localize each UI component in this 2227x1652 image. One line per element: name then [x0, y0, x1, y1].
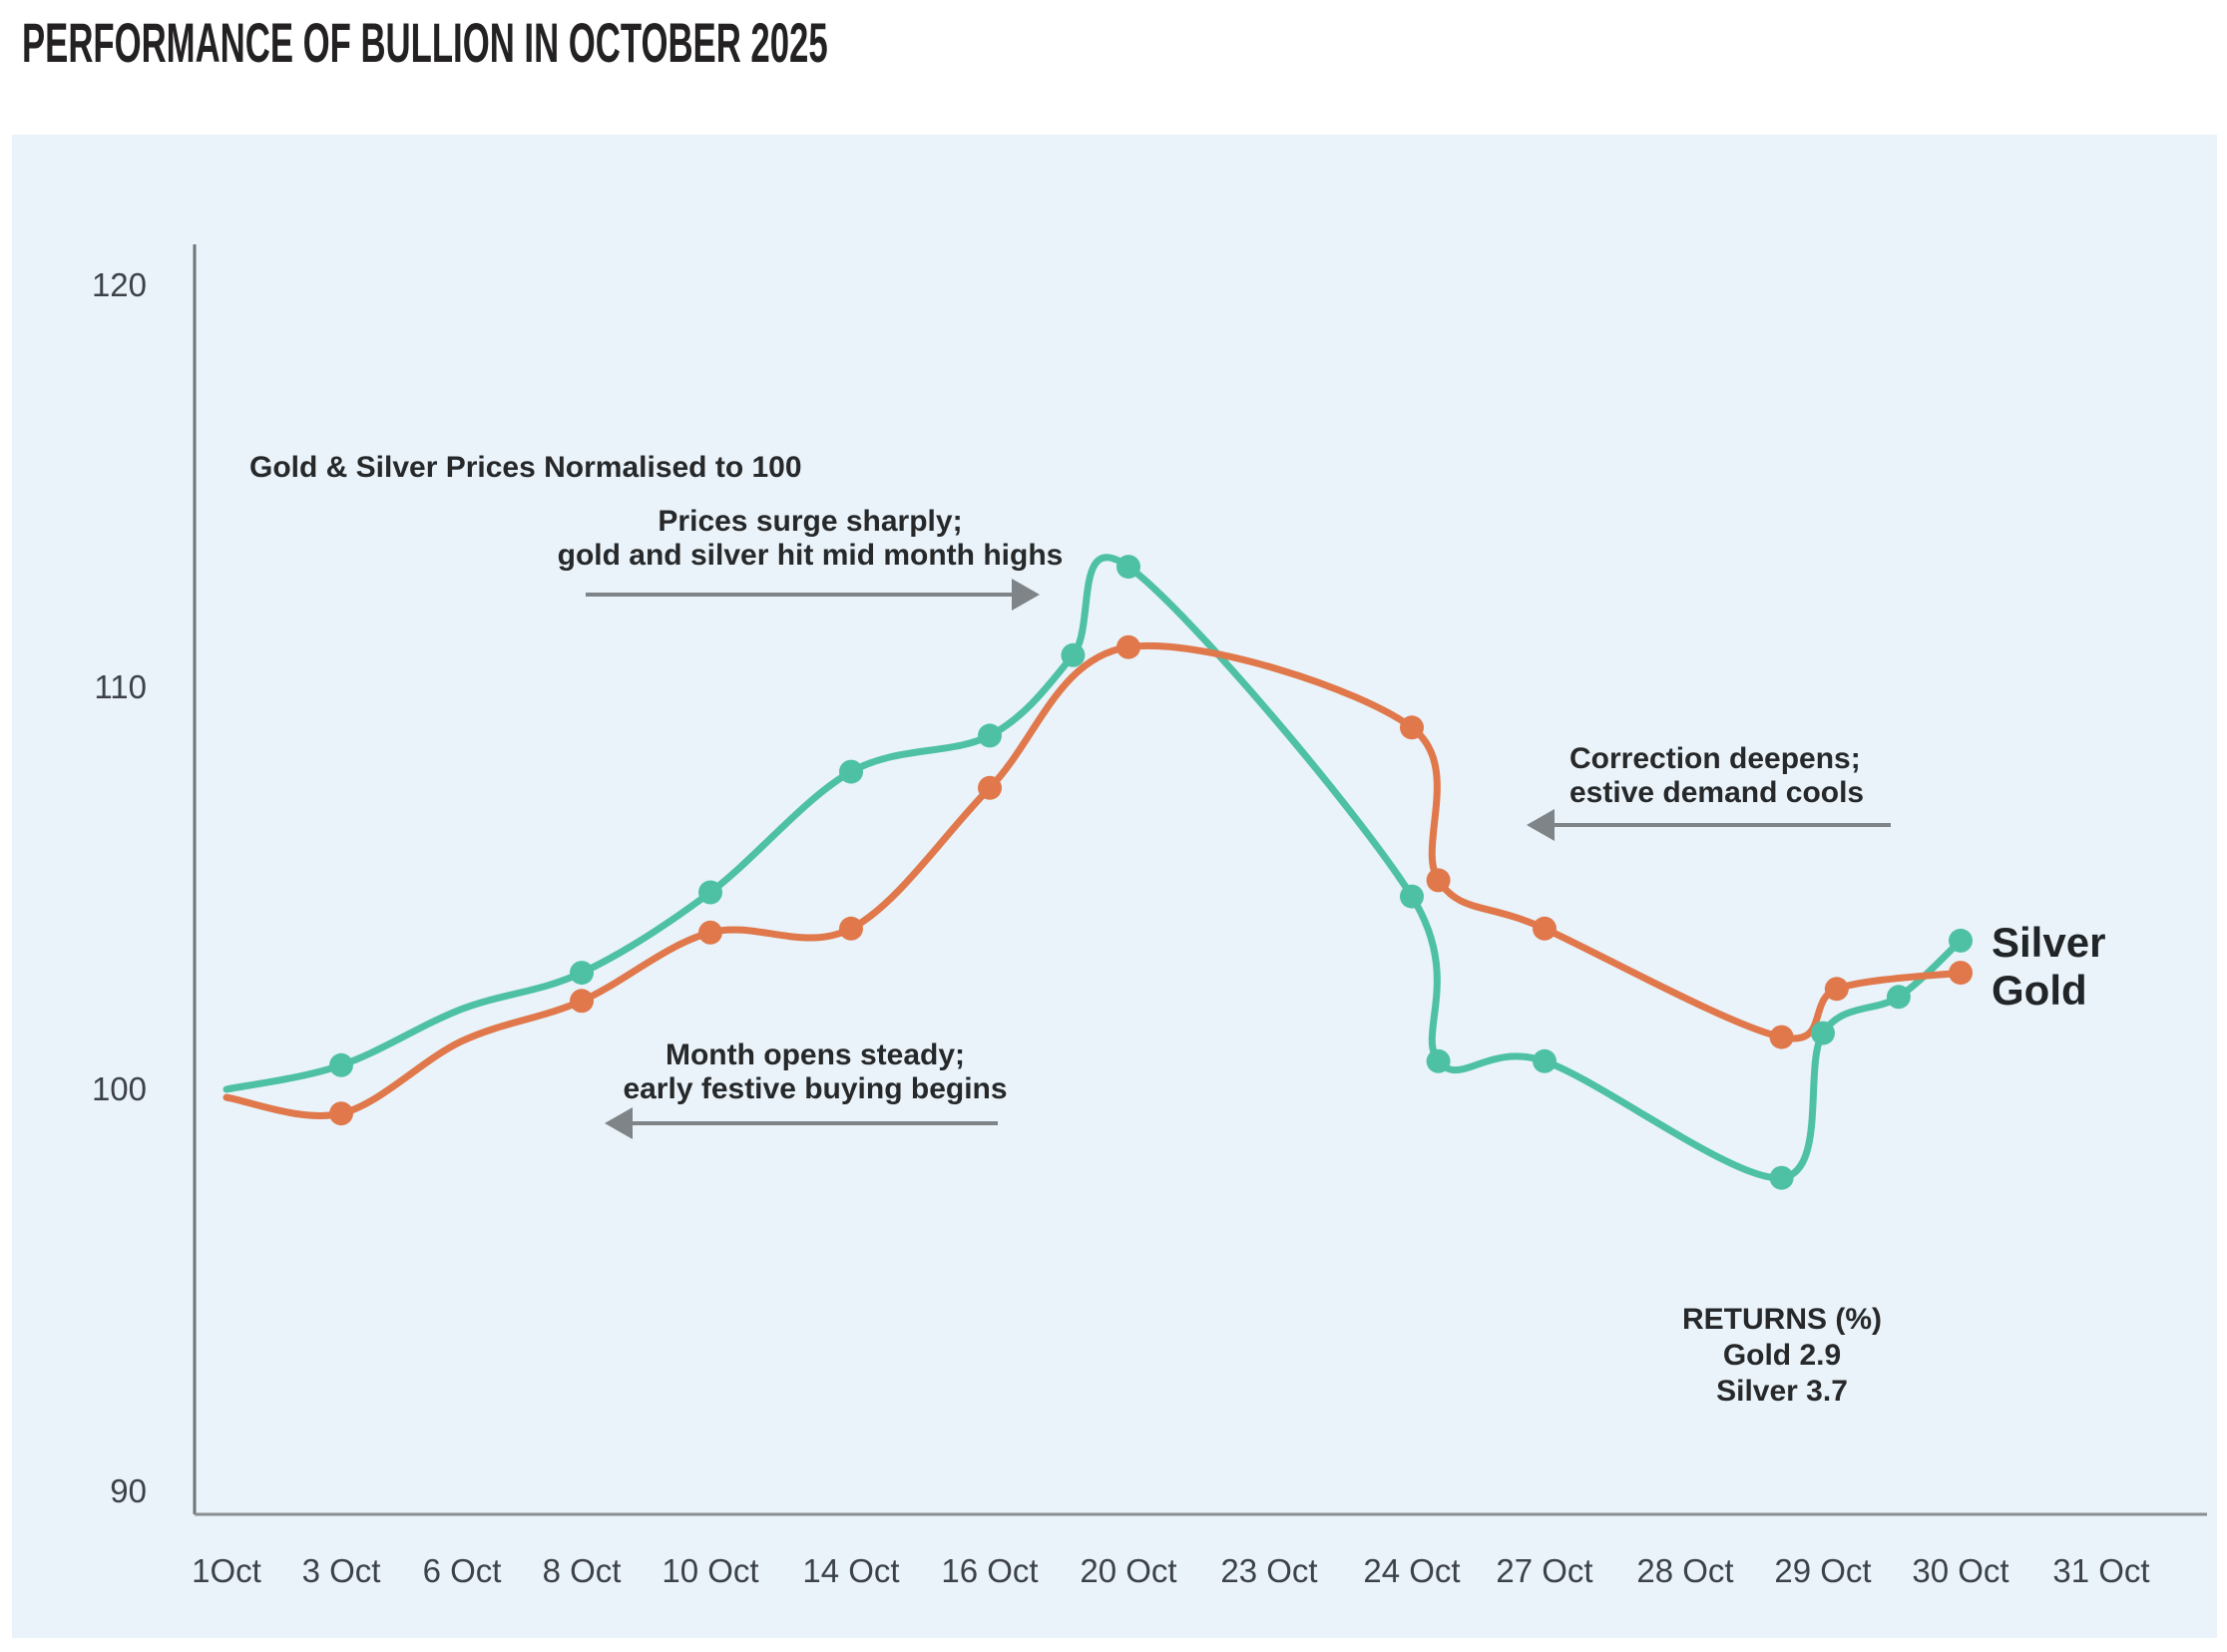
y-tick-label: 100: [92, 1070, 147, 1107]
x-tick-label: 28 Oct: [1636, 1552, 1733, 1589]
annotation-line: gold and silver hit mid month highs: [557, 539, 1064, 572]
gold-data-point: [698, 920, 722, 945]
x-tick-label: 6 Oct: [423, 1552, 502, 1589]
silver-data-point: [839, 759, 863, 784]
x-tick-label: 31 Oct: [2052, 1552, 2149, 1589]
gold-data-point: [1533, 916, 1557, 941]
legend-label-gold: Gold: [1992, 967, 2087, 1014]
gold-line: [223, 642, 1965, 1119]
arrow-left-correction: [1527, 809, 1891, 841]
gold-data-point: [1116, 634, 1140, 659]
x-tick-label: 20 Oct: [1080, 1552, 1176, 1589]
arrow-head-icon: [1012, 579, 1040, 611]
gold-data-point: [1949, 961, 1973, 986]
legend-label-silver: Silver: [1992, 919, 2106, 966]
chart-panel: [12, 135, 2217, 1638]
gold-data-point: [329, 1101, 353, 1126]
silver-data-point: [1811, 1021, 1835, 1045]
silver-data-point: [698, 880, 722, 905]
returns-silver-value: Silver 3.7: [1716, 1375, 1848, 1408]
arrow-left-opening: [605, 1107, 998, 1139]
x-tick-label: 29 Oct: [1774, 1552, 1871, 1589]
annotation-correction: Correction deepens; estive demand cools: [1569, 742, 1864, 810]
annotation-line: estive demand cools: [1569, 776, 1865, 809]
x-tick-label: 3 Oct: [302, 1552, 381, 1589]
returns-summary: RETURNS (%) Gold 2.9 Silver 3.7: [1682, 1302, 1882, 1410]
returns-title: RETURNS (%): [1682, 1303, 1882, 1336]
annotation-prices-surge: Prices surge sharply; gold and silver hi…: [558, 505, 1064, 573]
gold-data-point: [1769, 1025, 1794, 1049]
arrow-right-surge: [586, 579, 1040, 611]
silver-data-point: [570, 961, 594, 986]
series-lines: [223, 554, 1965, 1182]
x-tick-label: 30 Oct: [1912, 1552, 2008, 1589]
silver-data-point: [978, 723, 1002, 748]
silver-data-point: [1400, 884, 1424, 909]
gold-data-point: [570, 989, 594, 1014]
x-tick-label: 24 Oct: [1363, 1552, 1460, 1589]
annotation-month-opens: Month opens steady; early festive buying…: [623, 1038, 1007, 1106]
gold-data-point: [978, 775, 1002, 800]
annotation-line: early festive buying begins: [623, 1072, 1008, 1105]
silver-data-point: [1949, 928, 1973, 953]
series-data-points: [329, 555, 1973, 1190]
silver-data-point: [1886, 985, 1911, 1010]
silver-data-point: [1769, 1165, 1794, 1190]
x-tick-label: 10 Oct: [662, 1552, 758, 1589]
silver-data-point: [329, 1052, 353, 1077]
silver-data-point: [1426, 1048, 1451, 1073]
y-tick-label: 120: [92, 266, 147, 303]
x-tick-label: 14 Oct: [802, 1552, 899, 1589]
returns-gold-value: Gold 2.9: [1722, 1339, 1842, 1372]
gold-data-point: [1400, 715, 1424, 740]
x-tick-label: 27 Oct: [1496, 1552, 1592, 1589]
y-tick-label: 110: [94, 668, 147, 705]
x-tick-label: 1Oct: [192, 1552, 261, 1589]
x-tick-label: 8 Oct: [543, 1552, 622, 1589]
arrow-head-icon: [1527, 809, 1555, 841]
x-axis-tick-labels: 1Oct 3 Oct 6 Oct 8 Oct 10 Oct 14 Oct 16 Oct 20 …: [192, 1552, 2149, 1589]
annotation-line: Correction deepens;: [1569, 742, 1861, 775]
x-tick-label: 23 Oct: [1220, 1552, 1317, 1589]
silver-line: [223, 554, 1965, 1182]
gold-data-point: [1426, 868, 1451, 893]
annotation-line: Month opens steady;: [665, 1038, 965, 1071]
chart-subtitle: Gold & Silver Prices Normalised to 100: [249, 451, 802, 484]
silver-data-point: [1116, 555, 1140, 580]
page-title: PERFORMANCE OF BULLION IN OCTOBER 2025: [22, 11, 828, 74]
arrow-head-icon: [605, 1107, 633, 1139]
silver-data-point: [1533, 1048, 1557, 1073]
x-tick-label: 16 Oct: [941, 1552, 1038, 1589]
annotation-line: Prices surge sharply;: [658, 505, 963, 538]
y-tick-label: 90: [110, 1472, 147, 1509]
gold-data-point: [839, 916, 863, 941]
gold-data-point: [1824, 977, 1849, 1002]
silver-data-point: [1061, 642, 1086, 667]
y-axis-tick-labels: 120 110 100 90: [92, 266, 147, 1509]
